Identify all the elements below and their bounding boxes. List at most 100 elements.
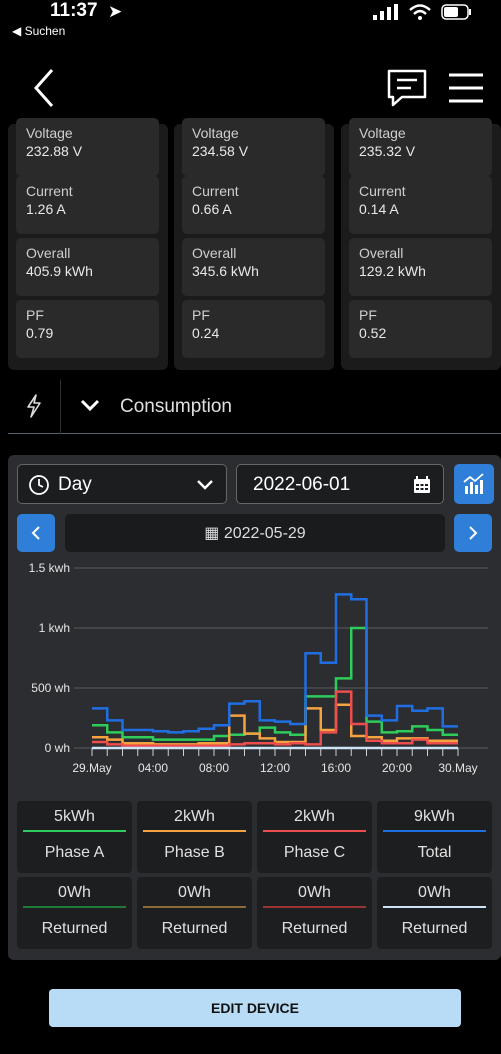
legend-name: Returned [281,920,348,937]
voltage-card: Voltage 232.88 V [16,118,159,176]
x-tick-label: 16:00 [321,761,351,775]
current-label: Current [192,183,239,199]
x-tick-label: 30.May [438,761,477,775]
legend-name: Returned [41,920,108,937]
legend-name: Returned [161,920,228,937]
divider [60,380,61,434]
overall-card: Overall 405.9 kWh [16,238,159,296]
back-chevron-icon[interactable] [28,66,62,110]
legend-total[interactable]: 9kWh Total [377,801,492,873]
pf-label: PF [192,307,210,323]
y-tick-label: 0 wh [45,741,70,755]
y-tick-label: 1.5 kwh [29,561,70,575]
edit-device-button[interactable]: EDIT DEVICE [49,989,461,1027]
voltage-value: 234.58 V [192,143,249,159]
current-label: Current [26,183,73,199]
series-line-phase-c [92,690,458,747]
legend-swatch [143,830,246,832]
pf-label: PF [26,307,44,323]
legend-value: 2kWh [174,808,215,825]
pf-value: 0.24 [192,325,220,341]
phase-column-1: Voltage 232.88 V Current 1.26 A Overall 405… [8,118,168,370]
current-label: Current [359,183,406,199]
legend-name: Total [417,844,452,861]
hamburger-menu-icon[interactable] [446,70,486,106]
legend-value: 2kWh [294,808,335,825]
date-range-display: ▦ 2022-05-29 [65,514,445,552]
legend-returned-a[interactable]: 0Wh Returned [17,877,132,949]
lightning-icon [27,394,41,418]
x-tick-label: 29.May [72,761,111,775]
chevron-right-icon [469,526,478,540]
calendar-icon: ▦ [204,525,224,542]
legend-name: Phase A [44,844,105,861]
overall-value: 405.9 kWh [26,263,93,279]
battery-icon [441,4,471,20]
back-to-app-link[interactable]: ◀ Suchen [12,24,66,38]
pf-card: PF 0.52 [349,300,492,358]
status-icons [373,4,473,20]
next-day-button[interactable] [454,514,492,552]
current-value: 0.66 A [192,201,232,217]
legend-value: 0Wh [58,884,91,901]
range-text: ▦ 2022-05-29 [65,523,445,543]
x-tick-label: 12:00 [260,761,290,775]
current-card: Current 1.26 A [16,176,159,234]
calendar-icon[interactable] [413,476,431,494]
legend-phase-a[interactable]: 5kWh Phase A [17,801,132,873]
consumption-header[interactable]: Consumption [8,380,501,434]
pf-value: 0.79 [26,325,54,341]
period-select[interactable]: Day [17,464,227,504]
period-value: Day [58,474,92,495]
legend-swatch [23,906,126,908]
overall-value: 345.6 kWh [192,263,259,279]
chevron-left-icon [31,526,40,540]
previous-day-button[interactable] [17,514,55,552]
range-date: 2022-05-29 [223,525,306,542]
current-card: Current 0.66 A [182,176,325,234]
legend-name: Phase B [164,844,225,861]
overall-label: Overall [26,245,71,261]
date-value: 2022-06-01 [253,474,351,495]
series-line-phase-a [92,626,458,741]
legend-value: 0Wh [178,884,211,901]
legend-value: 5kWh [54,808,95,825]
chevron-down-icon [197,480,213,490]
date-input[interactable]: 2022-06-01 [236,464,444,504]
nav-bar [0,52,501,124]
legend-returned-total[interactable]: 0Wh Returned [377,877,492,949]
pf-label: PF [359,307,377,323]
legend-phase-b[interactable]: 2kWh Phase B [137,801,252,873]
consumption-chart: 0 wh 500 wh 1 kwh 1.5 kwh 29.May 04:00 08:00 12… [29,561,488,775]
consumption-panel: Day 2022-06-01 ▦ 2022-05-29 0 wh 500 wh 1 … [8,455,501,960]
legend-returned-c[interactable]: 0Wh Returned [257,877,372,949]
overall-card: Overall 129.2 kWh [349,238,492,296]
x-tick-label: 04:00 [138,761,168,775]
voltage-label: Voltage [26,125,73,141]
chart-icon [463,473,484,494]
status-time: 11:37 [50,0,98,21]
voltage-value: 235.32 V [359,143,416,159]
x-tick-label: 08:00 [199,761,229,775]
message-icon[interactable] [386,68,428,108]
legend-value: 0Wh [298,884,331,901]
phase-column-2: Voltage 234.58 V Current 0.66 A Overall 345… [174,118,334,370]
overall-card: Overall 345.6 kWh [182,238,325,296]
voltage-label: Voltage [192,125,239,141]
legend-swatch [263,830,366,832]
voltage-card: Voltage 235.32 V [349,118,492,176]
phase-column-3: Voltage 235.32 V Current 0.14 A Overall 129… [341,118,501,370]
signal-icon [373,4,398,20]
current-value: 1.26 A [26,201,66,217]
overall-label: Overall [192,245,237,261]
chevron-down-icon[interactable] [80,398,100,412]
chart-toggle-button[interactable] [454,464,494,504]
location-arrow-icon: ➤ [108,2,123,21]
pf-card: PF 0.79 [16,300,159,358]
legend-phase-c[interactable]: 2kWh Phase C [257,801,372,873]
legend-returned-b[interactable]: 0Wh Returned [137,877,252,949]
legend-swatch [383,830,486,832]
voltage-label: Voltage [359,125,406,141]
current-value: 0.14 A [359,201,399,217]
status-bar: 11:37 ➤ ◀ Suchen [0,0,501,42]
